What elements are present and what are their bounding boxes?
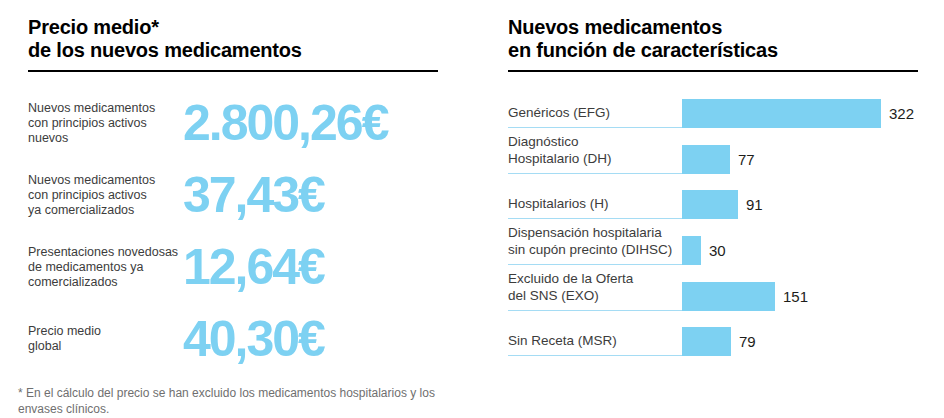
stat-label: Precio medio global [28, 324, 183, 354]
chart-row-hospitalarios: Hospitalarios (H) 91 [508, 190, 918, 219]
bar-value-label: 322 [889, 105, 914, 122]
bar-diagnostico-hospitalario [682, 145, 730, 174]
bar-value-label: 91 [746, 196, 763, 213]
bar-value-label: 77 [738, 151, 755, 168]
bar-genericos [682, 99, 881, 128]
chart-row-sin-receta: Sin Receta (MSR) 79 [508, 327, 918, 356]
chart-row-diagnostico-hospitalario: Diagnóstico Hospitalario (DH) 77 [508, 133, 918, 174]
left-title-rule [28, 70, 438, 72]
infographic-canvas: Precio medio* de los nuevos medicamentos… [0, 0, 944, 418]
bar-cell: 79 [682, 327, 756, 356]
chart-row-dihsc: Dispensación hospitalaria sin cupón prec… [508, 224, 918, 265]
panel-precio-medio: Precio medio* de los nuevos medicamentos… [28, 16, 438, 418]
stat-value: 37,43€ [183, 166, 324, 224]
stat-label: Nuevos medicamentos con principios activ… [28, 173, 183, 218]
stat-row-presentaciones-novedosas: Presentaciones novedosas de medicamentos… [28, 241, 438, 293]
panel-bar-chart: Nuevos medicamentos en función de caract… [508, 16, 918, 356]
bar-category-label: Diagnóstico Hospitalario (DH) [508, 133, 682, 174]
right-panel-title: Nuevos medicamentos en función de caract… [508, 16, 918, 62]
bar-dihsc [682, 236, 701, 265]
bar-exo [682, 282, 775, 311]
bar-cell: 91 [682, 190, 763, 219]
stats-list: Nuevos medicamentos con principios activ… [28, 97, 438, 365]
bar-cell: 77 [682, 145, 755, 174]
stat-label: Presentaciones novedosas de medicamentos… [28, 245, 183, 290]
bar-cell: 151 [682, 282, 808, 311]
left-panel-title: Precio medio* de los nuevos medicamentos [28, 16, 438, 62]
bar-value-label: 151 [783, 288, 808, 305]
chart-row-exo: Excluido de la Oferta del SNS (EXO) 151 [508, 270, 918, 311]
chart-row-genericos: Genéricos (EFG) 322 [508, 99, 918, 128]
bar-category-label: Hospitalarios (H) [508, 195, 682, 219]
stat-value: 40,30€ [183, 310, 324, 368]
bar-value-label: 79 [739, 333, 756, 350]
bar-value-label: 30 [709, 242, 726, 259]
stat-value: 12,64€ [183, 238, 324, 296]
bar-cell: 322 [682, 99, 914, 128]
bar-chart: Genéricos (EFG) 322 Diagnóstico Hospital… [508, 99, 918, 356]
bar-category-label: Excluido de la Oferta del SNS (EXO) [508, 270, 682, 311]
stat-row-principios-comercializados: Nuevos medicamentos con principios activ… [28, 169, 438, 221]
bar-category-label: Dispensación hospitalaria sin cupón prec… [508, 224, 682, 265]
stat-label: Nuevos medicamentos con principios activ… [28, 101, 183, 146]
right-title-rule [508, 70, 918, 72]
bar-category-label: Sin Receta (MSR) [508, 332, 682, 356]
stat-row-principios-nuevos: Nuevos medicamentos con principios activ… [28, 97, 438, 149]
bar-hospitalarios [682, 190, 738, 219]
bar-cell: 30 [682, 236, 726, 265]
bar-sin-receta [682, 327, 731, 356]
stat-value: 2.800,26€ [183, 94, 387, 152]
stat-row-precio-medio-global: Precio medio global 40,30€ [28, 313, 438, 365]
bar-category-label: Genéricos (EFG) [508, 104, 682, 128]
price-footnote: * En el cálculo del precio se han exclui… [18, 385, 438, 418]
